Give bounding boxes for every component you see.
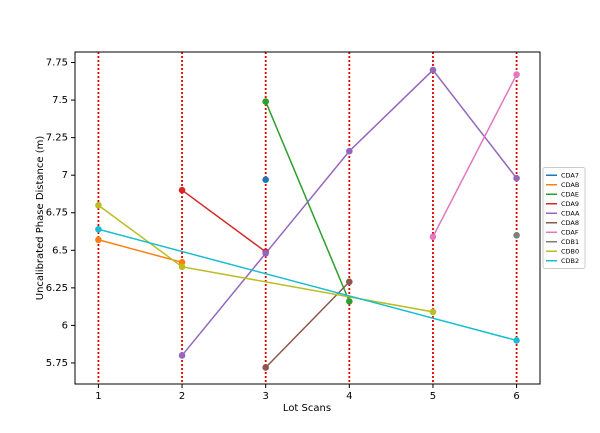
data-point	[513, 231, 520, 239]
y-tick-label: 5.75	[46, 358, 68, 369]
data-point	[262, 176, 269, 183]
legend-label: CDAA	[561, 209, 580, 217]
data-point	[429, 233, 437, 241]
legend-label: CDA8	[561, 219, 579, 227]
data-point	[513, 71, 520, 78]
legend-label: CDB2	[561, 257, 579, 265]
data-point	[262, 98, 269, 105]
legend-label: CDB0	[561, 247, 579, 255]
x-tick-label: 3	[262, 391, 268, 402]
x-axis-label: Lot Scans	[283, 403, 331, 414]
data-point	[513, 174, 520, 182]
series-line	[98, 228, 517, 342]
plot-frame	[74, 51, 541, 385]
data-point	[262, 250, 269, 257]
y-tick-label: 7.25	[46, 133, 68, 144]
y-tick-label: 6.25	[46, 283, 68, 294]
y-tick-label: 7.5	[52, 95, 68, 106]
x-tick-label: 4	[346, 391, 352, 402]
data-point	[95, 225, 102, 233]
x-tick-label: 5	[430, 391, 436, 402]
y-axis-label: Uncalibrated Phase Distance (m)	[35, 136, 46, 301]
legend-label: CDAB	[561, 181, 579, 189]
y-tick-label: 7.75	[46, 58, 68, 69]
data-point	[513, 337, 520, 344]
x-tick-label: 1	[95, 391, 101, 402]
data-point	[178, 186, 186, 194]
data-point	[429, 66, 437, 74]
data-point	[178, 352, 186, 359]
y-tick-label: 6	[62, 320, 68, 331]
legend-label: CDB1	[561, 238, 579, 246]
data-point	[95, 236, 102, 244]
series-line	[181, 189, 267, 253]
data-point	[429, 308, 437, 316]
legend-box	[542, 167, 586, 269]
y-tick-label: 7	[62, 170, 68, 181]
legend-label: CDAF	[561, 228, 579, 236]
data-point	[346, 278, 353, 286]
x-tick-label: 2	[179, 391, 185, 402]
data-point	[95, 201, 102, 209]
data-point	[262, 364, 269, 371]
x-tick-label: 6	[513, 391, 519, 402]
series-line	[265, 281, 350, 368]
y-tick-label: 6.75	[46, 208, 68, 219]
legend-label: CDA7	[561, 171, 579, 179]
y-tick-label: 6.5	[52, 245, 68, 256]
series-line	[98, 239, 183, 264]
data-point	[346, 298, 353, 305]
series-line	[432, 74, 518, 238]
legend-label: CDAE	[561, 190, 579, 198]
data-point	[346, 147, 353, 155]
legend-label: CDA9	[561, 200, 579, 208]
data-point	[178, 263, 186, 271]
